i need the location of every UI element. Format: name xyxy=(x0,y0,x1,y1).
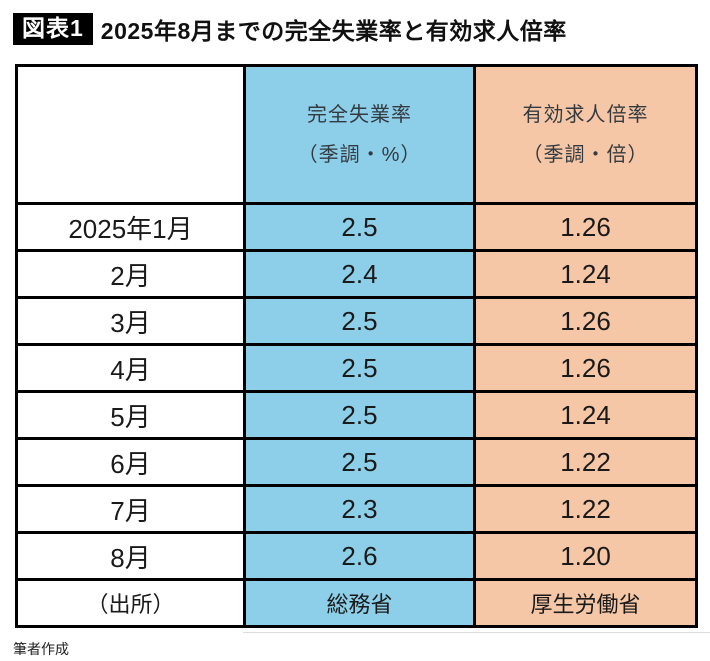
data-table: 完全失業率 （季調・%） 有効求人倍率 （季調・倍） 2025年1月 2.5 1… xyxy=(15,64,698,628)
month-cell: 7月 xyxy=(15,484,246,534)
table-row: 6月 2.5 1.22 xyxy=(15,437,698,487)
month-cell: 2月 xyxy=(15,249,246,299)
month-cell: 6月 xyxy=(15,437,246,487)
jobs-value-cell: 1.26 xyxy=(473,296,698,346)
source-row: （出所） 総務省 厚生労働省 xyxy=(15,578,698,628)
table-row: 2月 2.4 1.24 xyxy=(15,249,698,299)
jobs-column-header: 有効求人倍率 （季調・倍） xyxy=(473,64,698,205)
unemployment-header-line1: 完全失業率 xyxy=(307,103,412,126)
month-cell: 4月 xyxy=(15,343,246,393)
figure-badge: 図表1 xyxy=(13,12,93,46)
unemployment-value-cell: 2.5 xyxy=(243,437,476,487)
unemployment-value-cell: 2.5 xyxy=(243,202,476,252)
unemployment-value-cell: 2.6 xyxy=(243,531,476,581)
jobs-value-cell: 1.24 xyxy=(473,249,698,299)
corner-cell xyxy=(15,64,246,205)
jobs-value-cell: 1.24 xyxy=(473,390,698,440)
jobs-source-cell: 厚生労働省 xyxy=(473,578,698,628)
table-row: 5月 2.5 1.24 xyxy=(15,390,698,440)
jobs-header-line2: （季調・倍） xyxy=(522,143,649,166)
jobs-value-cell: 1.26 xyxy=(473,343,698,393)
jobs-value-cell: 1.26 xyxy=(473,202,698,252)
month-cell: 5月 xyxy=(15,390,246,440)
source-label-cell: （出所） xyxy=(15,578,246,628)
unemployment-value-cell: 2.4 xyxy=(243,249,476,299)
jobs-value-cell: 1.20 xyxy=(473,531,698,581)
table-row: 7月 2.3 1.22 xyxy=(15,484,698,534)
jobs-header-line1: 有効求人倍率 xyxy=(522,103,649,126)
unemployment-source-cell: 総務省 xyxy=(243,578,476,628)
figure-title: 2025年8月までの完全失業率と有効求人倍率 xyxy=(100,18,567,44)
unemployment-header-line2: （季調・%） xyxy=(297,143,422,166)
unemployment-value-cell: 2.5 xyxy=(243,343,476,393)
month-cell: 8月 xyxy=(15,531,246,581)
figure-header: 図表1 2025年8月までの完全失業率と有効求人倍率 xyxy=(13,12,567,46)
author-caption: 筆者作成 xyxy=(13,641,69,657)
unemployment-value-cell: 2.3 xyxy=(243,484,476,534)
bottom-divider xyxy=(243,632,710,633)
month-cell: 3月 xyxy=(15,296,246,346)
table-header-row: 完全失業率 （季調・%） 有効求人倍率 （季調・倍） xyxy=(15,64,698,205)
jobs-value-cell: 1.22 xyxy=(473,437,698,487)
table-row: 4月 2.5 1.26 xyxy=(15,343,698,393)
unemployment-column-header: 完全失業率 （季調・%） xyxy=(243,64,476,205)
unemployment-value-cell: 2.5 xyxy=(243,296,476,346)
month-cell: 2025年1月 xyxy=(15,202,246,252)
jobs-value-cell: 1.22 xyxy=(473,484,698,534)
table-row: 8月 2.6 1.20 xyxy=(15,531,698,581)
unemployment-value-cell: 2.5 xyxy=(243,390,476,440)
table-row: 2025年1月 2.5 1.26 xyxy=(15,202,698,252)
table-row: 3月 2.5 1.26 xyxy=(15,296,698,346)
